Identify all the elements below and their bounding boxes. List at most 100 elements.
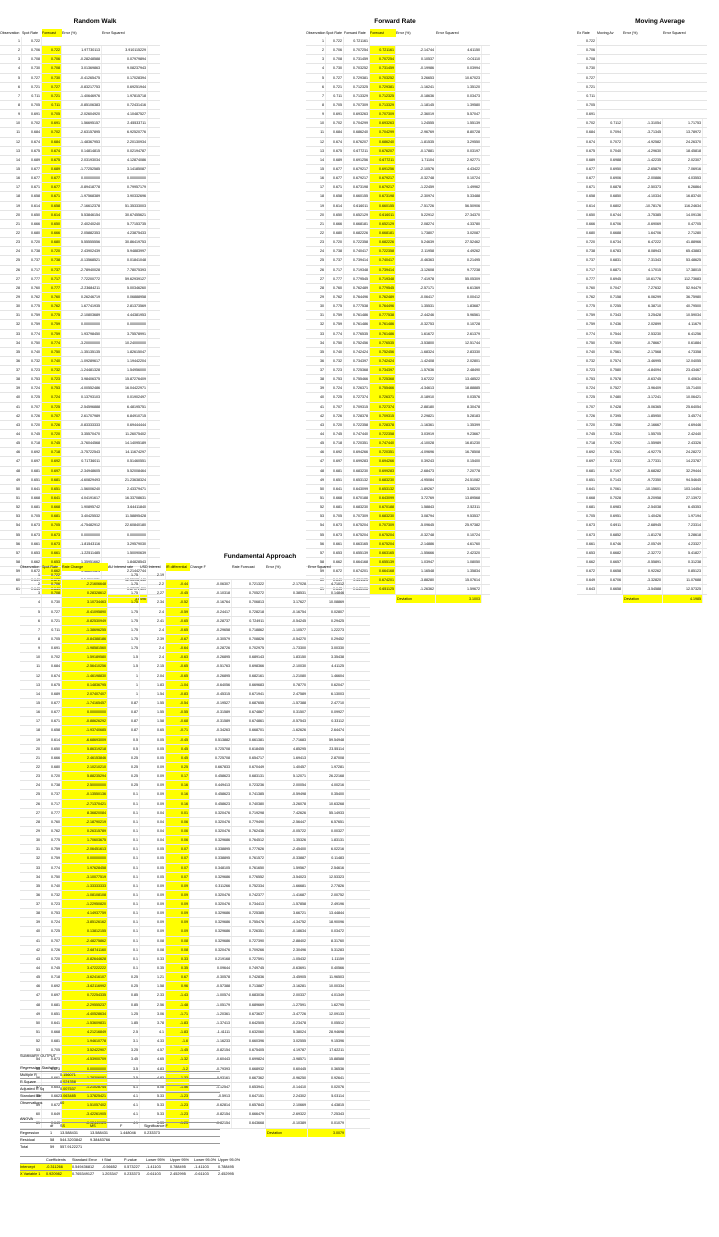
table-cell: 0.706813 (232, 598, 266, 607)
table-cell: 4.03553 (663, 174, 703, 183)
table-cell: -1.12547 (190, 1082, 232, 1092)
table-cell: -1.81278 (623, 530, 663, 539)
table-cell: -4.34752 (266, 918, 308, 927)
summary-cell: P-value (124, 1158, 137, 1162)
table-cell: 0.760 (326, 283, 344, 292)
table-cell: 44 (0, 430, 22, 439)
table-cell: 0.675 (22, 146, 42, 155)
table-cell: 10.63268 (308, 799, 346, 808)
table-cell: 0.676207 (370, 146, 396, 155)
table-row: 27 0.777 0.717 7.72200772 59.62939127 (0, 274, 160, 284)
table-cell: 0.09 (140, 762, 166, 772)
table-cell: 0.06 (166, 826, 190, 836)
table-cell: 0.1 (108, 817, 140, 826)
table-cell: 0.722 (42, 46, 62, 55)
table-cell: 6.61369 (436, 283, 482, 292)
table-cell: 0.641 (42, 1018, 62, 1028)
table-cell: -1.22950820 (62, 900, 108, 909)
table-cell: 0.643668 (232, 1119, 266, 1128)
table-cell: 0.10724 (436, 174, 482, 183)
table-cell: 0.6746 (597, 539, 623, 548)
table-row: 54 0.673 0.705 -4.75482912 22.60840180 (0, 521, 160, 531)
table-cell: -1.42235 (623, 155, 663, 164)
table-cell: -1.83 (166, 1018, 190, 1028)
table-cell: 1.5 (108, 653, 140, 662)
table-cell: 3.26653 (396, 73, 436, 82)
table-cell: 0.673 (577, 530, 597, 539)
table-cell: 0.61884 (663, 338, 703, 347)
table-row: 34 0.750 -3.10077519 0.1 0.05 0.07 0.329686 0.7… (20, 872, 370, 882)
table-cell: 31 (20, 845, 42, 854)
table-cell: 2.43902439 (62, 247, 102, 256)
table-row: 37 0.723 -1.22950820 0.1 0.09 0.09 0.320476 0.7… (20, 900, 370, 910)
table-cell: 7.25343 (308, 1110, 346, 1119)
table-cell: 0.320476 (190, 945, 232, 954)
column-header: Spot Rate (42, 565, 58, 569)
table-cell: 10.00334 (308, 982, 346, 991)
table-cell: 12 (0, 137, 22, 146)
table-cell: 0.6945 (597, 274, 623, 283)
table-cell: -4.00552486 (62, 384, 102, 393)
table-cell: 0.00000000 (102, 530, 148, 539)
table-cell: 28 (306, 283, 326, 292)
table-cell: 0.15400 (436, 457, 482, 466)
table-cell: 1.71753 (663, 119, 703, 128)
table-cell: 0.707309 (370, 110, 396, 119)
table-cell: -2.18790219 (62, 817, 108, 826)
table-row: 0.673 0.6852 -1.81278 3.28618 (577, 530, 707, 540)
table-cell: 0.776535 (370, 338, 396, 347)
table-cell: 6.06299 (623, 292, 663, 302)
table-cell: 3.01369863 (62, 64, 102, 73)
table-cell: 0.702 (326, 119, 344, 128)
table-cell: 16 (0, 174, 22, 183)
table-row: 44 0.745 0.747440 0.722358 3.03919 9.23667 (306, 430, 490, 440)
table-cell: 0.752456 (344, 338, 370, 347)
summary-cell: Significance F (144, 1124, 168, 1128)
table-cell: -0.06307 (190, 580, 232, 589)
table-cell: 0.649 (42, 1110, 62, 1119)
table-cell: 0.777538 (344, 302, 370, 311)
table-cell: 14.14095189 (102, 439, 148, 448)
table-cell: 0.730 (42, 73, 62, 82)
table-cell: 44 (20, 964, 42, 973)
table-cell: 0.655139 (370, 558, 396, 567)
table-cell: 0.666 (42, 753, 62, 762)
table-row: 52 0.681 1.94610778 3.1 4.33 -1.6 -1.16233 0.66… (20, 1037, 370, 1047)
table-cell: 4.21216849 (62, 1028, 108, 1037)
table-row: 0.723 0.7580 -4.84094 23.43467 (577, 366, 707, 376)
fundamental-title: Fundamental Approach (223, 553, 297, 560)
table-row: 0.651 0.7143 -9.72350 94.54645 (577, 475, 707, 485)
table-cell: 3.52422907 (62, 1046, 108, 1055)
table-row: 0.730 (577, 64, 707, 74)
table-cell: 52 (306, 503, 326, 512)
table-cell: 0.643 (42, 1119, 62, 1128)
table-cell: 0.706 (577, 46, 597, 55)
table-cell: 0.712325 (370, 91, 396, 100)
table-row: 61 0.643 -0.92449923 4.1 5.33 -1.23 -0.82154 0.… (20, 1119, 370, 1129)
table-cell: 1.46604 (308, 671, 346, 680)
table-cell: 0.6688 (597, 228, 623, 238)
table-cell: 33 (306, 329, 326, 338)
table-cell: 12.53323 (308, 872, 346, 881)
table-cell: 49 (306, 475, 326, 484)
table-cell: 0.614 (42, 735, 62, 744)
table-cell: -1.46198830 (62, 671, 108, 680)
table-cell: 27.34370 (436, 210, 482, 219)
table-cell: 2.54616 (308, 863, 346, 872)
table-cell: 0.1 (108, 836, 140, 845)
table-cell: 6 (0, 82, 22, 91)
table-cell: -0.78667 (623, 338, 663, 347)
table-cell: 0.663165 (344, 539, 370, 548)
table-row: 48 0.681 -2.29555237 0.85 2.56 -1.48 -1.05179 0… (20, 1000, 370, 1010)
table-cell: 0.732 (42, 890, 62, 900)
table-cell: 0.755476 (232, 918, 266, 927)
table-cell: 15.88588 (308, 1055, 346, 1064)
table-cell: 2.92771 (436, 155, 482, 164)
table-cell: -1.38696255 (62, 625, 108, 634)
table-row: 35 0.740 0.742424 0.752456 -1.68324 2.83330 (306, 347, 490, 357)
table-cell: 0.673 (42, 530, 62, 539)
table-cell: 0.702975 (232, 644, 266, 653)
table-cell: 8.80728 (436, 128, 482, 137)
table-cell: 2.39 (140, 634, 166, 644)
table-cell: -1.26362 (396, 585, 436, 594)
